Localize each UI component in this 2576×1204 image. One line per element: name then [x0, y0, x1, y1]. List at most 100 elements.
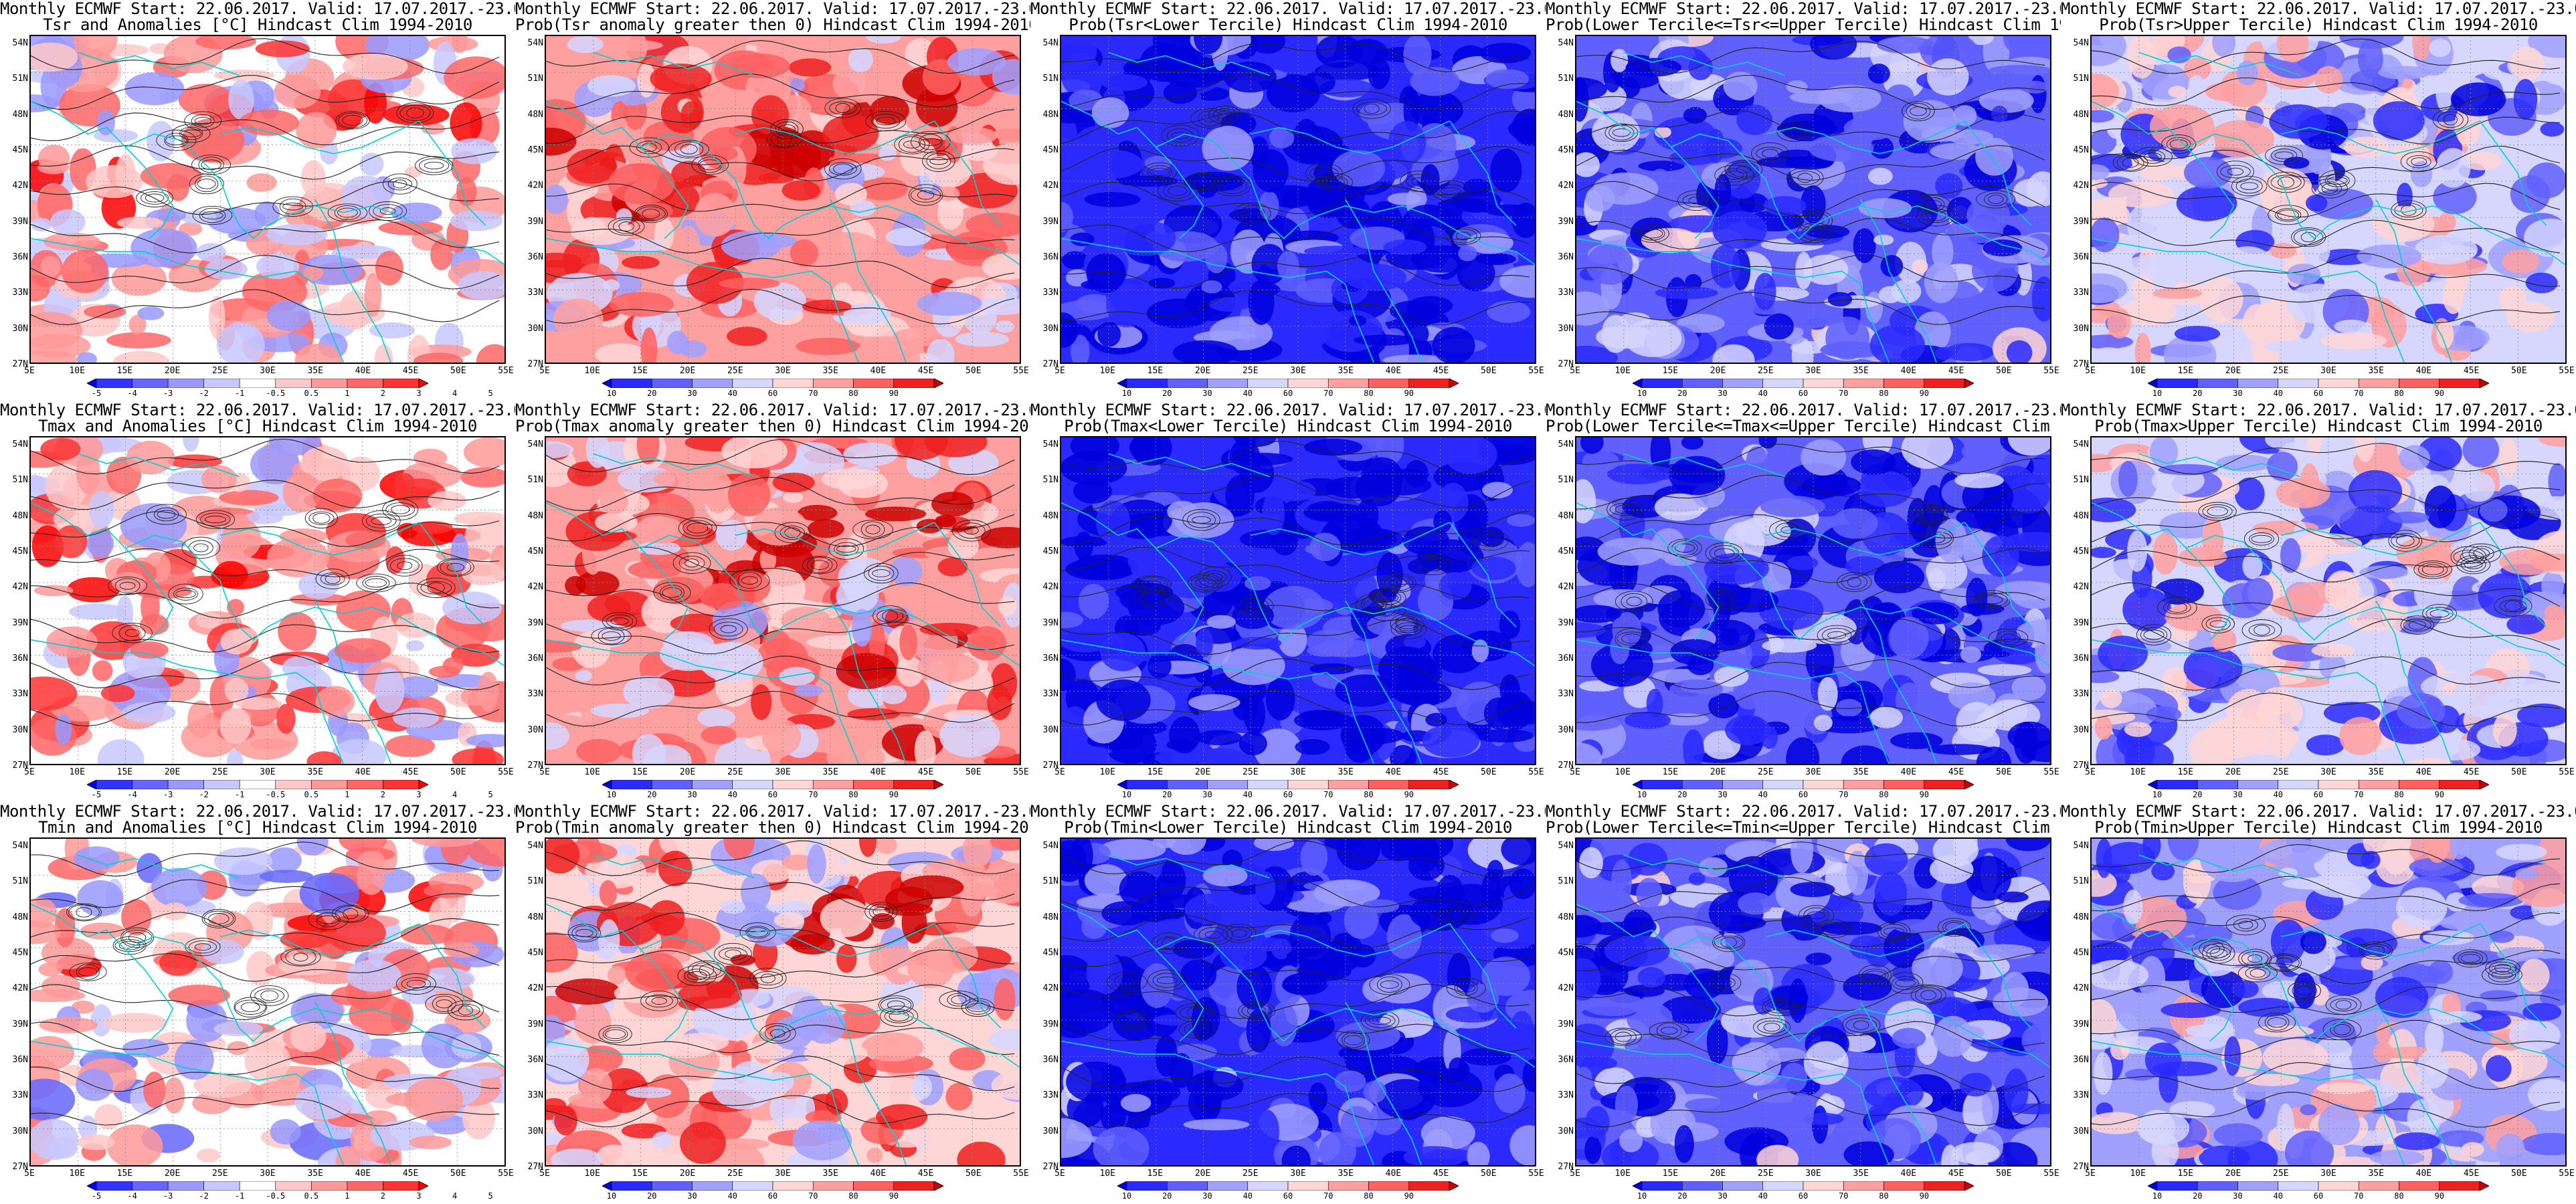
colorbar-tick-label: 10	[1121, 389, 1132, 398]
longitude-label: 45E	[2463, 1169, 2480, 1179]
latitude-label: 36N	[1042, 252, 1059, 262]
colorbar-bin	[651, 379, 693, 388]
longitude-label: 55E	[1528, 767, 1544, 777]
colorbar-bin	[239, 1181, 276, 1191]
colorbar-tick-label: -1	[234, 389, 245, 398]
longitude-label: 5E	[1570, 366, 1580, 376]
latitude-label: 42N	[12, 582, 28, 593]
colorbar-high-arrow	[418, 1181, 428, 1191]
longitude-label: 25E	[2273, 366, 2289, 376]
colorbar-tick-label: 3	[416, 790, 422, 799]
colorbar-tick-label: 20	[2193, 1191, 2203, 1201]
graticule	[31, 36, 504, 363]
latitude-label: 30N	[2073, 724, 2089, 735]
colorbar-bin	[1762, 780, 1804, 789]
longitude-label: 40E	[1900, 767, 1917, 777]
latitude-label: 48N	[12, 510, 28, 521]
colorbar-bin	[812, 1181, 854, 1191]
longitude-label: 5E	[24, 1169, 35, 1179]
colorbar-tick-label: 2	[380, 389, 386, 398]
colorbar	[87, 379, 428, 388]
longitude-label: 35E	[822, 1169, 838, 1179]
colorbar-bin	[1126, 379, 1168, 388]
latitude-label: 45N	[2073, 948, 2089, 958]
latitude-label: 33N	[12, 689, 28, 700]
panel-title: Monthly ECMWF Start: 22.06.2017. Valid: …	[2061, 401, 2576, 419]
latitude-label: 33N	[2073, 1090, 2089, 1101]
colorbar-bin	[1803, 1181, 1844, 1191]
longitude-label: 5E	[539, 767, 550, 777]
coastlines	[1061, 453, 1535, 764]
latitude-label: 27N	[2073, 1162, 2089, 1172]
longitude-label: 35E	[1853, 366, 1869, 376]
longitude-label: 15E	[2177, 767, 2194, 777]
colorbar-bin	[1126, 780, 1168, 789]
map-frame	[545, 436, 1021, 765]
longitude-label: 35E	[2368, 366, 2384, 376]
colorbar-bin	[167, 780, 204, 789]
graticule	[1061, 839, 1535, 1165]
colorbar-tick-label: 80	[1879, 389, 1889, 398]
map-frame	[1575, 837, 2051, 1167]
colorbar-labels: 10 20 30 40 60 70 80 90	[2148, 791, 2489, 800]
latitude-label: 54N	[527, 38, 543, 48]
longitude-label: 35E	[2368, 1169, 2384, 1179]
longitude-label: 20E	[1710, 366, 1726, 376]
colorbar-tick-label: 30	[687, 1191, 697, 1201]
latitude-label: 33N	[527, 1090, 543, 1101]
colorbar-tick-label: 40	[1758, 389, 1768, 398]
colorbar-tick-label: 30	[1718, 1191, 1728, 1201]
panel-title: Monthly ECMWF Start: 22.06.2017. Valid: …	[0, 401, 515, 419]
longitude-label: 30E	[2320, 366, 2336, 376]
latitude-label: 51N	[527, 475, 543, 486]
latitude-label: 51N	[1558, 475, 1574, 486]
coastlines	[1061, 52, 1535, 363]
colorbar-tick-label: 10	[2152, 389, 2163, 398]
longitude-label: 30E	[1290, 366, 1306, 376]
longitude-label: 25E	[1758, 1169, 1774, 1179]
colorbar	[2148, 1181, 2489, 1191]
colorbar-tick-label: 60	[1283, 389, 1293, 398]
colorbar-high-arrow	[1449, 379, 1459, 388]
colorbar-bin	[1207, 780, 1249, 789]
forecast-panel: Monthly ECMWF Start: 22.06.2017. Valid: …	[2061, 0, 2576, 401]
longitude-label: 20E	[1194, 767, 1211, 777]
forecast-panel: Monthly ECMWF Start: 22.06.2017. Valid: …	[1030, 0, 1546, 401]
latitude-label: 54N	[2073, 439, 2089, 449]
colorbar-tick-label: 40	[1243, 389, 1253, 398]
longitude-label: 45E	[402, 1169, 419, 1179]
colorbar-labels: 10 20 30 40 60 70 80 90	[2148, 389, 2489, 399]
longitude-label: 25E	[727, 1169, 743, 1179]
colorbar-labels: 10 20 30 40 60 70 80 90	[1117, 791, 1459, 800]
longitude-label: 20E	[679, 366, 696, 376]
panel-title: Monthly ECMWF Start: 22.06.2017. Valid: …	[2061, 0, 2576, 18]
map-field	[2092, 839, 2565, 1165]
colorbar-bin	[2278, 379, 2319, 388]
panel-subtitle: Prob(Tmin<Lower Tercile) Hindcast Clim 1…	[1064, 818, 1512, 837]
latitude-label: 36N	[1042, 1055, 1059, 1065]
colorbar-tick-label: 40	[2273, 1191, 2284, 1201]
colorbar-tick-label: -0.5	[266, 1191, 286, 1201]
latitude-label: 45N	[12, 948, 28, 958]
latitude-label: 27N	[527, 1162, 543, 1172]
isotherm-contours	[2092, 38, 2561, 324]
longitude-label: 25E	[1758, 366, 1774, 376]
colorbar-high-arrow	[933, 1181, 943, 1191]
latitude-label: 36N	[2073, 1055, 2089, 1065]
latitude-label: 54N	[1042, 38, 1059, 48]
longitude-label: 5E	[1054, 1169, 1065, 1179]
colorbar-tick-label: 90	[1404, 1191, 1414, 1201]
latitude-label: 54N	[12, 439, 28, 449]
colorbar-tick-label: 30	[1718, 389, 1728, 398]
latitude-label: 45N	[1558, 948, 1574, 958]
colorbar-bin	[1166, 379, 1208, 388]
latitude-label: 39N	[2073, 617, 2089, 628]
colorbar-bin	[1803, 780, 1844, 789]
latitude-label: 33N	[12, 288, 28, 298]
latitude-label: 36N	[12, 252, 28, 262]
map-field	[546, 437, 1020, 764]
longitude-label: 30E	[1805, 366, 1821, 376]
colorbar-bin	[132, 1181, 169, 1191]
colorbar-bin	[853, 1181, 895, 1191]
longitude-label: 35E	[307, 767, 323, 777]
